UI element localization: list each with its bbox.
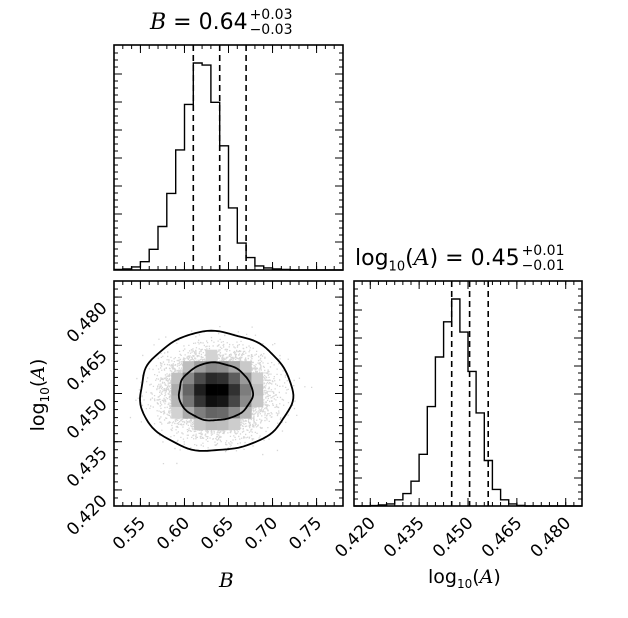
density-cell [251,372,264,385]
loga-y-tick-label: 0.420 [63,491,112,540]
loga-tick-label: 0.480 [527,513,576,562]
density-cell [171,372,183,385]
density-cell [182,361,195,373]
loga-tick-label: 0.435 [380,513,429,562]
density-cell [239,372,252,385]
loga-marginal-frame [353,280,583,507]
density-cell [205,406,218,419]
loga-tick-label: 0.420 [331,513,380,562]
density-cell [217,361,229,373]
density-cell [194,395,206,408]
density-cell [217,384,229,396]
b-marginal-title: B = 0.64 +0.03 −0.03 [150,7,293,38]
b-histogram-steps [114,62,343,271]
contour-2sigma [139,329,295,452]
density-cell [228,372,241,385]
b-tick-label: 0.70 [241,513,282,554]
density-cell [182,395,195,408]
density-cell [205,372,218,385]
b-tick-label: 0.65 [197,513,238,554]
loga-y-tick-label: 0.480 [63,298,112,347]
density-cell [205,395,218,408]
density-cell [217,418,229,431]
density-cell [194,361,206,373]
joint-contours [139,329,295,452]
density-cell [205,349,218,362]
loga-y-tick-label: 0.465 [63,347,112,396]
loga-y-tick-label: 0.435 [63,443,112,492]
tick-labels: 0.55 0.60 0.65 0.70 0.75 0.420 0.435 0.450 0.465… [63,298,575,561]
density-cell [217,372,229,385]
density-cell [194,406,206,419]
density-cell [171,406,183,419]
b-tick-label: 0.55 [109,513,150,554]
density-cell [194,418,206,431]
density-cell [194,384,206,396]
density-cell [182,384,195,396]
density-cell [217,395,229,408]
quantile-lines [192,45,490,506]
loga-y-tick-label: 0.450 [63,395,112,444]
density-cell [228,418,241,431]
density-cell [171,395,183,408]
density-cell [228,384,241,396]
density-cell [182,372,195,385]
loga-marginal-title: log10(A) = 0.45 +0.01 −0.01 [355,243,565,275]
loga-axis-label-bottom: log10(A) [428,566,501,591]
density-cell [239,406,252,419]
axis-ticks [114,45,582,506]
b-tick-label: 0.60 [153,513,194,554]
density-cell [239,395,252,408]
density-cell [171,384,183,396]
loga-tick-label: 0.465 [478,513,527,562]
contour-1sigma [177,361,254,422]
density-cell [251,384,264,396]
b-tick-label: 0.75 [285,513,326,554]
density-cell [251,395,264,408]
density-cell [217,406,229,419]
density-cell [228,406,241,419]
b-axis-label: B [219,568,234,592]
loga-histogram-steps [354,298,582,507]
b-histogram [114,62,343,271]
density-cell [205,361,218,373]
density-cell [194,372,206,385]
loga-tick-label: 0.450 [429,513,478,562]
density-cell [239,361,252,373]
density-cell [205,418,218,431]
loga-histogram [354,298,582,507]
density-cell [239,384,252,396]
loga-axis-label-left: log10(A) [27,358,52,432]
density-cell [205,384,218,396]
density-cell [228,395,241,408]
